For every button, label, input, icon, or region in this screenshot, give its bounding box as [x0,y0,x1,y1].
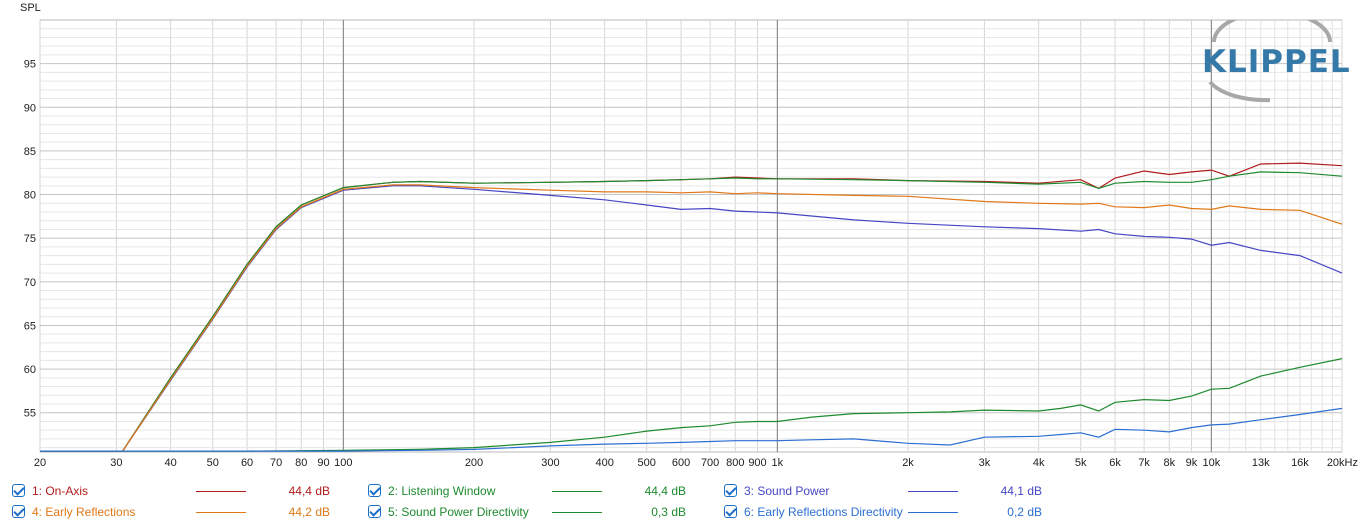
series-line-6 [40,407,1343,452]
legend-swatch [908,491,958,492]
legend-label: 2: Listening Window [388,484,496,498]
legend-value: 44,4 dB [644,484,686,498]
x-axis-ticks: 20 30 40 50 60 70 80 90 100 200 300 400 500 600 700 800… [34,457,1358,469]
legend-label: 6: Early Reflections Directivity [744,505,903,519]
x-tick-label: 400 [595,457,613,469]
x-tick-label: 2k [902,457,914,469]
x-tick-label: 10k [1202,457,1220,469]
x-tick-label: 100 [334,457,352,469]
x-tick-label: 5k [1075,457,1087,469]
x-tick-label: 16k [1291,457,1309,469]
x-tick-label: 40 [165,457,177,469]
checkbox-listening-window[interactable] [368,484,381,497]
x-tick-label: 80 [295,457,307,469]
x-tick-label: 800 [726,457,744,469]
legend-label: 3: Sound Power [744,484,830,498]
x-tick-label: 60 [241,457,253,469]
x-tick-label: 700 [701,457,719,469]
legend-value: 0,2 dB [1007,505,1042,519]
y-axis-ticks: 55 60 65 70 75 80 85 90 95 [24,59,36,420]
x-tick-label: 600 [672,457,690,469]
y-tick-label: 85 [24,146,36,158]
x-tick-label: 8k [1163,457,1175,469]
checkbox-on-axis[interactable] [12,484,25,497]
checkbox-early-reflections-directivity[interactable] [724,505,737,518]
legend-swatch [552,491,602,492]
legend-swatch [552,512,602,513]
x-tick-label: 9k [1186,457,1198,469]
legend-value: 44,4 dB [288,484,330,498]
x-tick-label: 20 [34,457,46,469]
x-tick-label: 7k [1138,457,1150,469]
x-tick-label: 50 [207,457,219,469]
x-tick-label: 900 [748,457,766,469]
legend-label: 4: Early Reflections [32,505,136,519]
legend-label: 1: On-Axis [32,484,89,498]
x-tick-label: 30 [110,457,122,469]
x-tick-label: 4k [1033,457,1045,469]
series-line-4 [40,184,1343,452]
legend-label: 5: Sound Power Directivity [388,505,529,519]
checkbox-sound-power[interactable] [724,484,737,497]
x-tick-label: 300 [541,457,559,469]
y-tick-label: 75 [24,233,36,245]
frequency-response-chart: 20 30 40 50 60 70 80 90 100 200 300 400 500 600 700 800… [20,2,1358,469]
x-tick-label: 3k [979,457,991,469]
plot-area [39,19,1343,453]
klippel-logo: KLIPPEL [1198,20,1351,104]
logo-text: KLIPPEL [1202,44,1351,80]
y-tick-label: 60 [24,364,36,376]
y-axis-label: SPL [20,2,41,14]
logo-swoosh [1208,20,1332,103]
y-tick-label: 95 [24,59,36,71]
y-tick-label: 65 [24,320,36,332]
major-grid [342,20,1212,452]
x-tick-label: 200 [465,457,483,469]
series-layer [40,162,1343,452]
legend-value: 0,3 dB [651,505,686,519]
x-tick-label: 500 [638,457,656,469]
minor-grid [39,20,1343,452]
x-tick-label: 20kHz [1327,457,1358,469]
legend-swatch [196,512,246,513]
y-tick-label: 90 [24,102,36,114]
x-tick-label: 13k [1252,457,1270,469]
legend-value: 44,1 dB [1000,484,1042,498]
legend: 1: On-Axis 44,4 dB 2: Listening Window 4… [0,478,1362,523]
legend-swatch [196,491,246,492]
y-tick-label: 80 [24,190,36,202]
x-tick-label: 70 [270,457,282,469]
legend-swatch [908,512,958,513]
legend-value: 44,2 dB [288,505,330,519]
x-tick-label: 1k [772,457,784,469]
series-line-5 [40,358,1343,452]
series-line-2 [40,171,1343,452]
checkbox-early-reflections[interactable] [12,505,25,518]
checkbox-sound-power-directivity[interactable] [368,505,381,518]
x-tick-label: 90 [317,457,329,469]
x-tick-label: 6k [1109,457,1121,469]
y-tick-label: 70 [24,277,36,289]
y-tick-label: 55 [24,408,36,420]
